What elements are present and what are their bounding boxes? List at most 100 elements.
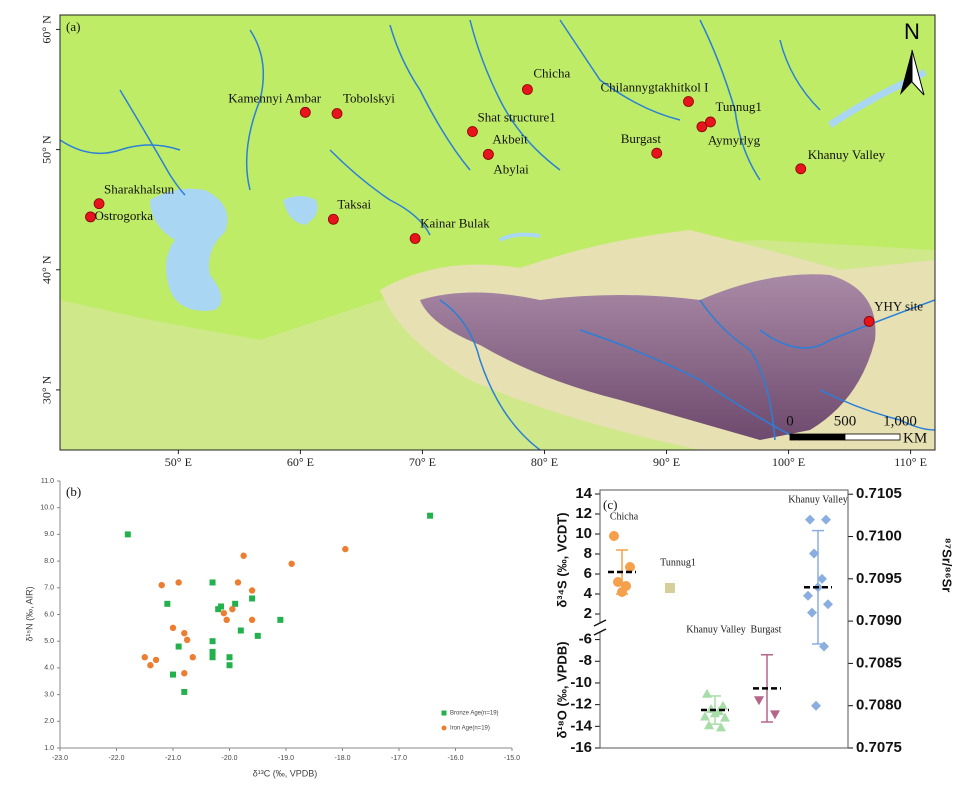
site-label: Tobolskyi bbox=[343, 91, 395, 106]
scale-bar-label: 0 bbox=[786, 413, 794, 429]
x-tick-label: -19.0 bbox=[278, 755, 294, 762]
north-arrow-left bbox=[900, 50, 912, 95]
y-tick-label: -14 bbox=[570, 717, 592, 734]
point bbox=[716, 722, 726, 732]
y-tick-label: 40° N bbox=[40, 255, 54, 284]
point bbox=[234, 579, 242, 586]
legend-label: Bronze Age(n=19) bbox=[450, 711, 499, 717]
y-axis-title: δ³⁴S (‰, VCDT) bbox=[554, 512, 569, 607]
site-marker bbox=[863, 316, 875, 327]
point bbox=[226, 654, 233, 661]
point bbox=[141, 654, 148, 661]
scatter-layer: -23.0 -22.0 -21.0 -20.0 -19.0 -18.0 -17.0 -16.0… bbox=[40, 478, 520, 762]
point bbox=[803, 590, 813, 601]
point bbox=[189, 654, 196, 661]
y-tick-label: 4 bbox=[584, 585, 593, 602]
point bbox=[805, 514, 815, 525]
point bbox=[665, 583, 675, 593]
point bbox=[226, 662, 233, 669]
site-label: Ostrogorka bbox=[95, 208, 154, 223]
site-label: Khanuy Valley bbox=[808, 147, 886, 162]
dot-frame bbox=[599, 489, 849, 749]
panel-label: (b) bbox=[66, 484, 81, 499]
point bbox=[248, 616, 256, 624]
site-label: Kamennyi Ambar bbox=[228, 90, 321, 105]
point bbox=[218, 603, 225, 610]
break-mark bbox=[593, 628, 607, 636]
x-tick-label: -15.0 bbox=[504, 755, 520, 762]
map-background bbox=[60, 15, 935, 450]
x-tick-label: -23.0 bbox=[52, 755, 68, 762]
x-tick-label: 70° E bbox=[409, 455, 436, 469]
legend-swatch bbox=[441, 725, 447, 731]
point bbox=[223, 616, 230, 624]
river bbox=[469, 19, 561, 171]
point bbox=[181, 670, 188, 677]
dot-layer: 2 4 6 8 10 12 14 Chicha Tunnug1 -16 -14 -12 -10 -8 -6 K… bbox=[570, 485, 902, 756]
point bbox=[277, 616, 284, 623]
x-tick-label: 50° E bbox=[165, 455, 192, 469]
x-tick-label: 60° E bbox=[287, 455, 314, 469]
point bbox=[240, 552, 247, 559]
x-axis-title: δ¹³C (‰, VPDB) bbox=[253, 768, 318, 778]
point bbox=[181, 688, 188, 695]
site-marker bbox=[93, 198, 105, 210]
river bbox=[559, 19, 681, 121]
point bbox=[288, 560, 295, 567]
y-tick-label: -10 bbox=[570, 674, 592, 691]
x-tick-label: -22.0 bbox=[109, 755, 125, 762]
y-tick-label: 4.0 bbox=[44, 665, 54, 672]
y2-tick-label: 0.7080 bbox=[856, 697, 902, 714]
river bbox=[699, 299, 776, 441]
point bbox=[613, 577, 623, 587]
legend-swatch bbox=[441, 710, 447, 716]
tibet-plateau bbox=[420, 274, 876, 440]
river bbox=[439, 299, 541, 450]
point bbox=[807, 607, 817, 618]
site-label: Kainar Bulak bbox=[420, 215, 490, 230]
point bbox=[209, 648, 216, 655]
y-tick-label: 12 bbox=[575, 505, 592, 522]
site-marker bbox=[467, 126, 478, 137]
point bbox=[249, 595, 256, 602]
y-tick-label: 8.0 bbox=[44, 558, 54, 565]
site-marker bbox=[327, 213, 339, 225]
site-marker bbox=[299, 106, 311, 118]
point bbox=[817, 573, 827, 584]
y-tick-label: -16 bbox=[570, 739, 592, 756]
site-marker bbox=[331, 108, 343, 119]
site-label: Aymyrlyg bbox=[708, 133, 761, 148]
point bbox=[152, 656, 160, 664]
point bbox=[770, 710, 780, 720]
point bbox=[704, 720, 714, 730]
site-marker bbox=[85, 211, 96, 223]
x-tick-label: 110° E bbox=[894, 455, 927, 469]
y-axis-title: δ¹⁵N (‰, AIR) bbox=[24, 586, 34, 641]
site-label: Sharakhalsun bbox=[104, 182, 175, 197]
site-marker bbox=[696, 121, 708, 133]
site-label: Abylai bbox=[493, 161, 529, 176]
y-tick-label: 1.0 bbox=[44, 745, 54, 752]
break-mark bbox=[593, 619, 607, 627]
point bbox=[175, 643, 182, 650]
point bbox=[158, 581, 165, 589]
north-label: N bbox=[904, 19, 920, 44]
point bbox=[248, 587, 256, 594]
rivers bbox=[60, 19, 935, 450]
y-tick-label: 6.0 bbox=[44, 611, 54, 618]
point bbox=[209, 579, 216, 586]
lake bbox=[499, 232, 541, 242]
legend-label: Iron Age(n=19) bbox=[450, 726, 490, 732]
y-tick-label: -12 bbox=[570, 696, 592, 713]
site-marker bbox=[795, 163, 807, 175]
point bbox=[124, 531, 131, 538]
y-axis-title: δ¹⁸O (‰, VPDB) bbox=[554, 641, 569, 738]
group-label: Khanuy Valley bbox=[788, 494, 848, 505]
y-tick-label: 7.0 bbox=[44, 585, 54, 592]
north-arrow-right bbox=[911, 49, 925, 96]
river bbox=[329, 149, 431, 236]
river bbox=[759, 299, 935, 349]
site-marker bbox=[482, 148, 494, 160]
site-marker bbox=[683, 96, 694, 107]
site-marker bbox=[705, 116, 716, 128]
